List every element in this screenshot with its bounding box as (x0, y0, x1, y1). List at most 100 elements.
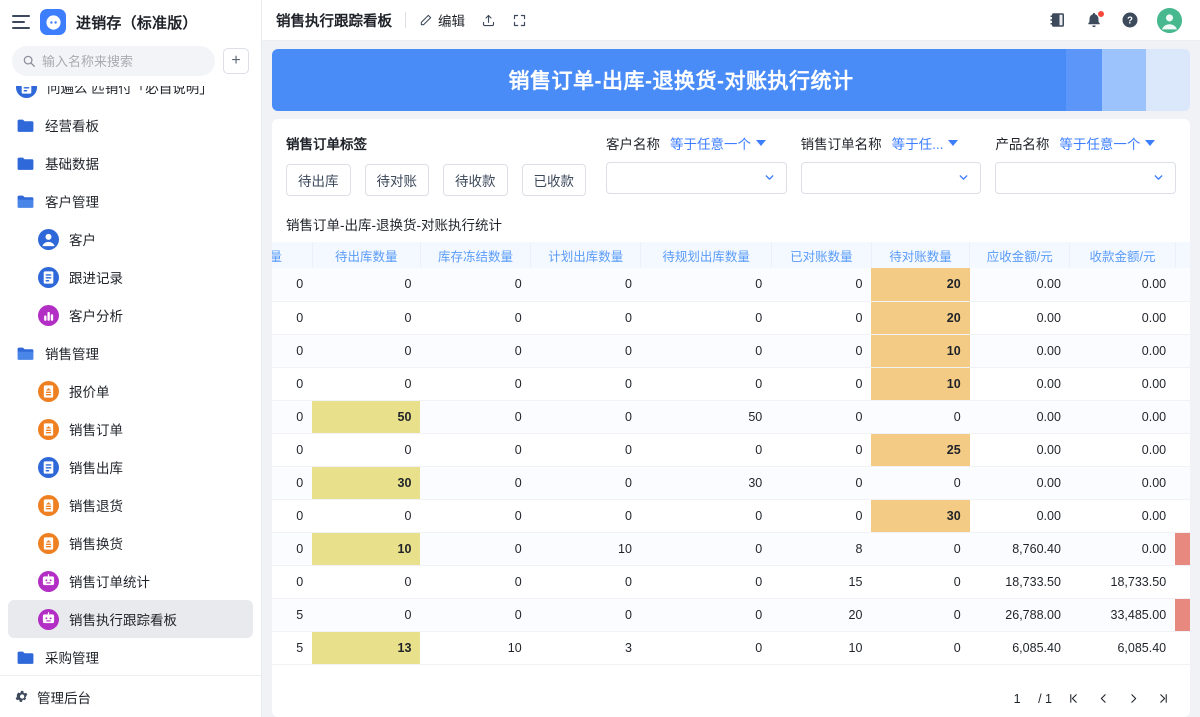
sidebar-item-2[interactable]: 基础数据 (8, 144, 253, 182)
prev-page-button[interactable] (1090, 685, 1116, 712)
table-column-header[interactable]: t量 (272, 242, 313, 268)
notebook-icon[interactable] (1049, 11, 1067, 29)
table-cell: 0.00 (1069, 532, 1176, 566)
next-page-button[interactable] (1120, 685, 1146, 712)
table-cell: 0 (771, 367, 872, 401)
table-scroll-area[interactable]: t量待出库数量库存冻结数量计划出库数量待规划出库数量已对账数量待对账数量应收金额… (272, 242, 1190, 680)
document-icon (38, 266, 59, 288)
table-cell: 0 (871, 631, 970, 665)
fullscreen-icon[interactable] (512, 13, 527, 28)
page-current-value: 1 (1013, 691, 1021, 706)
search-icon (22, 54, 36, 68)
sidebar-item-15[interactable]: 采购管理 (8, 638, 253, 675)
page-current[interactable]: 1 (1004, 685, 1031, 712)
table-cell: 10 (871, 334, 970, 368)
notification-dot (1097, 10, 1105, 18)
sidebar-item-13[interactable]: 销售订单统计 (8, 562, 253, 600)
table-cell: 0 (312, 301, 421, 335)
sidebar-item-9[interactable]: 销售订单 (8, 410, 253, 448)
table-column-header[interactable]: 收款金额/元 (1069, 242, 1176, 268)
bell-icon[interactable] (1085, 10, 1105, 29)
search-box[interactable] (12, 46, 215, 76)
table-column-header[interactable]: 待规划出库数量 (640, 242, 772, 268)
first-page-button[interactable] (1060, 685, 1086, 712)
table-cell: 0. (1175, 301, 1190, 335)
add-button[interactable]: + (223, 48, 249, 74)
table-cell: 0.00 (1069, 334, 1176, 368)
sidebar-item-label: 销售换货 (69, 537, 123, 552)
avatar[interactable] (1157, 7, 1182, 33)
table-cell: 6,085.40 (1069, 631, 1176, 665)
help-icon[interactable]: ? (1121, 11, 1139, 29)
banner-seg (272, 49, 1066, 111)
table-cell: 0 (530, 301, 641, 335)
dashboard-content: 销售订单-出库-退换货-对账执行统计 销售订单标签 待出库 待对账 待收款 已收款 客… (262, 41, 1200, 717)
table-cell: 0 (272, 466, 313, 500)
last-page-button[interactable] (1150, 685, 1176, 712)
filter-select-product[interactable] (995, 162, 1177, 194)
sidebar-item-admin[interactable]: 管理后台 (0, 675, 261, 717)
tag-button-2[interactable]: 待收款 (443, 164, 508, 196)
table-cell: 0 (272, 433, 313, 467)
filter-operator[interactable]: 等于任意一个 (670, 133, 766, 153)
tag-button-1[interactable]: 待对账 (364, 164, 429, 196)
table-column-header[interactable]: 待对账数量 (871, 242, 971, 268)
table-column-header[interactable]: 待收款金额/元 (1175, 242, 1190, 268)
folder-icon (16, 648, 35, 667)
tag-button-0[interactable]: 待出库 (286, 164, 351, 196)
sidebar-item-14[interactable]: 销售执行跟踪看板 (8, 600, 253, 638)
table-column-header[interactable]: 库存冻结数量 (420, 242, 532, 268)
upload-icon[interactable] (481, 13, 496, 28)
chevron-down-icon (957, 171, 970, 186)
order-icon (38, 418, 59, 440)
filter-select-order[interactable] (800, 162, 982, 194)
banner-seg (1066, 49, 1102, 111)
sidebar-item-1[interactable]: 经营看板 (8, 106, 253, 144)
table-column-header[interactable]: 待出库数量 (312, 242, 421, 268)
sidebar-item-10[interactable]: 销售出库 (8, 448, 253, 486)
search-input[interactable] (42, 53, 205, 69)
sidebar-item-12[interactable]: 销售换货 (8, 524, 253, 562)
edit-button[interactable]: 编辑 (419, 10, 465, 30)
sidebar-item-3[interactable]: 客户管理 (8, 182, 253, 220)
sidebar-item-11[interactable]: 销售退货 (8, 486, 253, 524)
table-column-header[interactable]: 计划出库数量 (530, 242, 642, 268)
tag-filter-label: 销售订单标签 (286, 137, 367, 152)
sidebar-item-label: 经营看板 (45, 119, 99, 134)
table-cell: 0 (871, 532, 970, 566)
table-cell: 13 (312, 631, 421, 665)
sidebar-item-6[interactable]: 客户分析 (8, 296, 253, 334)
table-cell: 5 (272, 598, 313, 632)
sidebar-item-5[interactable]: 跟进记录 (8, 258, 253, 296)
filter-operator[interactable]: 等于任... (892, 133, 959, 153)
table-cell: 0. (1175, 499, 1190, 533)
sidebar-scroll[interactable]: 问遍么 匹销付「必自说明」经营看板基础数据 客户管理 客户 跟进记录 客户分析 销售管理报… (0, 86, 261, 675)
table-cell: 33,485.00 (1069, 598, 1176, 632)
table-column-header[interactable]: 已对账数量 (771, 242, 872, 268)
sidebar-item-0[interactable]: 问遍么 匹销付「必自说明」 (8, 86, 253, 106)
tag-button-3[interactable]: 已收款 (521, 164, 586, 196)
sidebar-item-8[interactable]: 报价单 (8, 372, 253, 410)
filter-head: 销售订单名称 等于任... (801, 133, 982, 153)
filter-operator[interactable]: 等于任意一个 (1059, 133, 1156, 153)
table-cell: 0 (771, 466, 872, 500)
table-column-header[interactable]: 应收金额/元 (969, 242, 1071, 268)
sidebar-item-7[interactable]: 销售管理 (8, 334, 253, 372)
table-cell: 0 (640, 334, 772, 368)
filter-bar: 销售订单标签 待出库 待对账 待收款 已收款 客户名称 等于任意一个 (272, 119, 1190, 204)
filter-select-customer[interactable] (606, 162, 787, 194)
menu-toggle-icon[interactable] (12, 15, 30, 29)
sidebar-item-4[interactable]: 客户 (8, 220, 253, 258)
